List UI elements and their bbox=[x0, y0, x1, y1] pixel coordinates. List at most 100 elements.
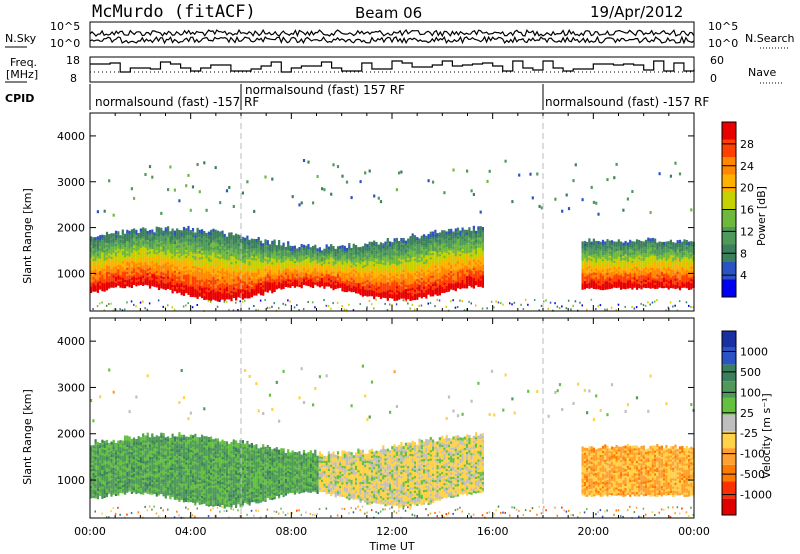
nsky-label: N.Sky bbox=[5, 32, 37, 45]
power-cell bbox=[105, 266, 109, 270]
power-cell bbox=[90, 252, 93, 256]
power-cell bbox=[92, 284, 95, 288]
power-cell bbox=[352, 243, 355, 247]
power-cell bbox=[90, 273, 93, 277]
freq-trace bbox=[90, 60, 695, 73]
power-cell bbox=[291, 195, 294, 199]
power-cell bbox=[117, 278, 120, 282]
power-cell bbox=[171, 228, 174, 232]
power-cell bbox=[407, 302, 409, 305]
power-cell bbox=[105, 304, 108, 307]
power-cell bbox=[110, 239, 113, 243]
power-cell bbox=[110, 264, 113, 268]
power-cell bbox=[137, 274, 140, 278]
power-cell bbox=[151, 260, 154, 264]
power-cell bbox=[142, 270, 145, 274]
power-cell bbox=[90, 290, 93, 293]
power-cell bbox=[210, 229, 213, 233]
power-cell bbox=[157, 299, 160, 302]
power-cell bbox=[130, 270, 133, 274]
power-cell bbox=[99, 249, 102, 253]
power-cell bbox=[581, 198, 584, 202]
power-cell bbox=[153, 271, 156, 275]
power-cell bbox=[198, 229, 201, 233]
power-cell bbox=[253, 305, 255, 307]
power-cell bbox=[103, 286, 106, 290]
power-cell bbox=[445, 305, 448, 308]
power-cell bbox=[500, 302, 502, 305]
power-cell bbox=[142, 243, 145, 247]
power-cell bbox=[133, 228, 136, 232]
power-cell bbox=[198, 190, 201, 194]
power-cell bbox=[103, 247, 106, 251]
power-cell bbox=[133, 259, 136, 263]
power-cell bbox=[90, 265, 93, 269]
power-cell bbox=[117, 249, 120, 253]
power-cell bbox=[137, 272, 140, 276]
power-cell bbox=[151, 241, 154, 245]
power-cell bbox=[94, 284, 97, 288]
power-cell bbox=[146, 272, 149, 276]
power-cell bbox=[513, 301, 516, 304]
power-cell bbox=[101, 276, 104, 279]
power-cell bbox=[137, 255, 140, 259]
power-cell bbox=[144, 277, 147, 281]
power-cell bbox=[94, 270, 97, 274]
power-cell bbox=[121, 264, 124, 268]
power-cell bbox=[153, 269, 156, 273]
power-cell bbox=[148, 229, 152, 233]
power-cell bbox=[185, 184, 188, 188]
power-cell bbox=[99, 245, 102, 249]
power-cell bbox=[144, 240, 147, 244]
power-cell bbox=[92, 241, 95, 245]
power-cell bbox=[96, 263, 99, 267]
power-cell bbox=[237, 234, 240, 238]
power-cell bbox=[119, 264, 122, 267]
power-cell bbox=[124, 237, 127, 241]
power-cell bbox=[133, 277, 136, 281]
power-cell bbox=[114, 271, 118, 275]
power-cell bbox=[99, 261, 102, 265]
nsky-hi: 10^5 bbox=[50, 20, 80, 33]
power-cell bbox=[339, 245, 342, 249]
power-cell bbox=[151, 246, 154, 249]
power-cell bbox=[298, 203, 301, 207]
power-cell bbox=[137, 247, 140, 251]
power-cell bbox=[108, 240, 111, 244]
power-cell bbox=[90, 271, 93, 275]
power-cell bbox=[124, 258, 127, 262]
power-cell bbox=[103, 209, 106, 213]
power-cell bbox=[151, 270, 154, 274]
power-cell bbox=[124, 252, 127, 256]
power-cell bbox=[135, 244, 138, 248]
power-cell bbox=[128, 232, 131, 236]
power-cell bbox=[332, 246, 335, 249]
power-cell bbox=[96, 289, 99, 293]
power-cell bbox=[96, 281, 99, 285]
power-cell bbox=[554, 197, 557, 201]
power-cell bbox=[225, 189, 229, 193]
power-cell bbox=[343, 308, 346, 311]
power-cell bbox=[96, 210, 99, 214]
power-cell bbox=[137, 266, 140, 269]
power-cell bbox=[144, 242, 147, 246]
power-cell bbox=[133, 273, 136, 277]
power-cell bbox=[110, 241, 113, 245]
power-cell bbox=[101, 257, 104, 261]
power-cell bbox=[142, 241, 145, 245]
power-cell bbox=[126, 252, 129, 256]
power-cell bbox=[144, 267, 147, 271]
power-cell bbox=[99, 266, 102, 269]
power-cell bbox=[117, 274, 120, 278]
power-cell bbox=[117, 270, 120, 274]
power-cell bbox=[246, 180, 249, 184]
power-cell bbox=[119, 235, 122, 239]
power-cell bbox=[443, 191, 446, 195]
power-cell bbox=[99, 247, 102, 251]
power-cell bbox=[103, 272, 106, 276]
power-cell bbox=[101, 249, 104, 253]
power-cell bbox=[94, 239, 97, 243]
power-cell bbox=[139, 246, 142, 250]
power-cell bbox=[130, 254, 133, 258]
power-cell bbox=[96, 273, 99, 277]
